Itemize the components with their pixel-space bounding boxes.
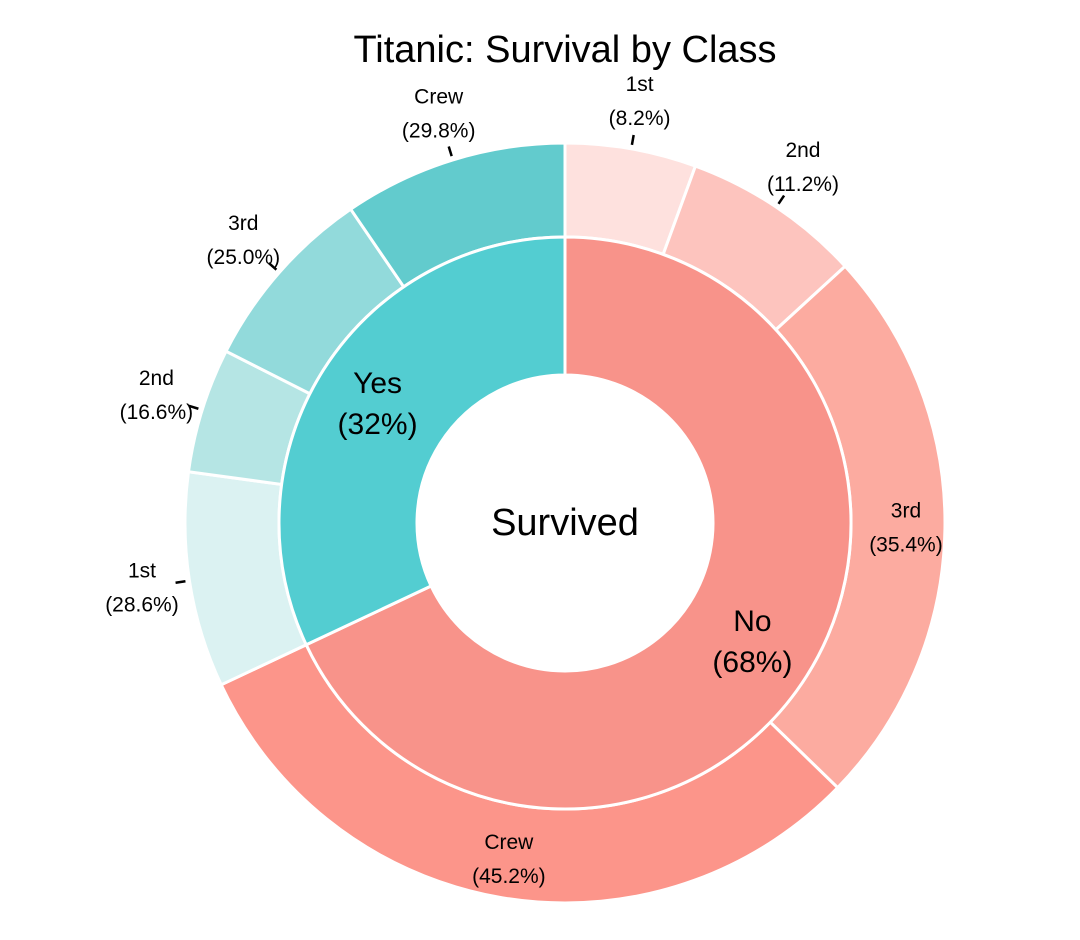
- label-tick-no-1st: [630, 134, 635, 146]
- outer-slice-percent-yes-3rd: (25.0%): [207, 246, 281, 269]
- inner-slice-yes: [277, 235, 567, 647]
- outer-slice-label-no-crew: Crew: [484, 831, 534, 854]
- outer-slice-percent-yes-2nd: (16.6%): [120, 401, 194, 424]
- outer-slice-percent-yes-1st: (28.6%): [105, 593, 179, 616]
- outer-slice-label-no-3rd: 3rd: [891, 499, 921, 522]
- center-label: Survived: [491, 502, 639, 544]
- label-tick-no-2nd: [777, 194, 786, 205]
- inner-ring: [277, 235, 853, 811]
- outer-ring: [183, 141, 947, 905]
- label-tick-yes-1st: [175, 580, 186, 585]
- outer-slice-label-yes-1st: 1st: [128, 559, 156, 582]
- label-tick-yes-crew: [447, 146, 453, 157]
- outer-slice-percent-yes-crew: (29.8%): [402, 120, 476, 143]
- inner-slice-percent-yes: (32%): [338, 408, 418, 441]
- label-tick-yes-2nd: [188, 404, 199, 410]
- outer-slice-label-yes-crew: Crew: [414, 86, 464, 109]
- outer-slice-percent-no-1st: (8.2%): [609, 107, 671, 130]
- inner-slice-percent-no: (68%): [712, 646, 792, 679]
- outer-slice-label-yes-2nd: 2nd: [139, 367, 174, 390]
- label-ticks: [175, 134, 786, 585]
- label-tick-yes-3rd: [268, 262, 278, 271]
- chart-title: Titanic: Survival by Class: [353, 29, 776, 71]
- inner-slice-label-yes: Yes: [353, 367, 402, 400]
- outer-slice-percent-no-3rd: (35.4%): [869, 533, 943, 556]
- inner-slice-no: [304, 235, 853, 811]
- outer-slice-label-no-2nd: 2nd: [785, 139, 820, 162]
- outer-slice-label-no-1st: 1st: [626, 73, 654, 96]
- outer-slice-label-yes-3rd: 3rd: [228, 212, 258, 235]
- outer-slice-percent-no-crew: (45.2%): [472, 865, 546, 888]
- inner-slice-label-no: No: [733, 605, 771, 638]
- outer-slice-percent-no-2nd: (11.2%): [767, 173, 839, 196]
- slice-labels: No (68%) Yes (32%) 1st (8.2%) 2nd (11.2%) 3rd (35…: [105, 73, 943, 888]
